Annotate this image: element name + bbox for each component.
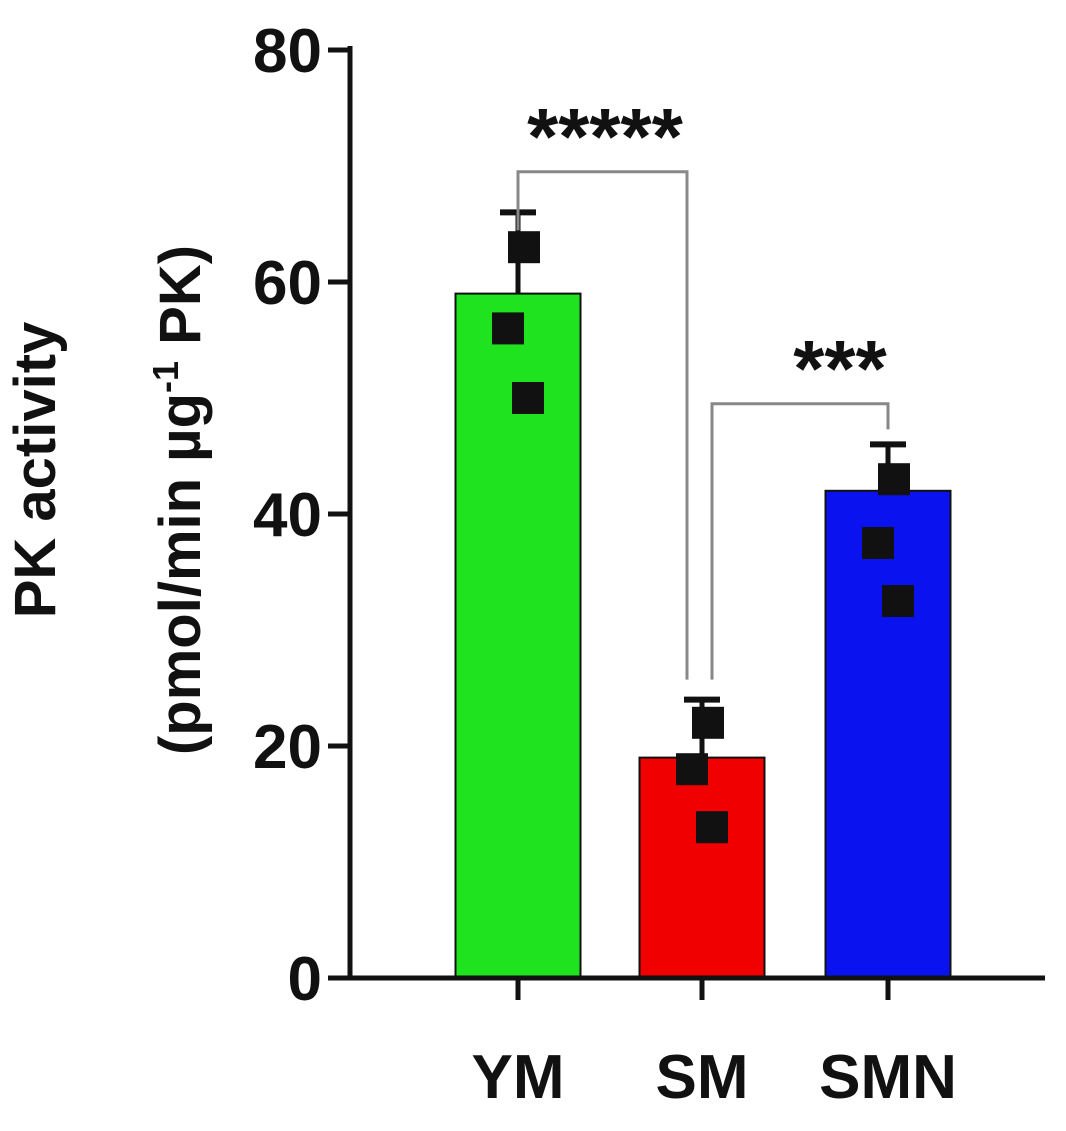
significance-bracket	[516, 170, 689, 680]
data-point-SM	[692, 706, 724, 739]
bar-SMN	[824, 489, 952, 979]
y-tick-label: 40	[253, 481, 322, 550]
y-tick-label: 0	[288, 945, 322, 1014]
y-tick-label: 20	[253, 713, 322, 782]
x-tick-label: SM	[656, 1043, 749, 1112]
y-tick-label: 60	[253, 249, 322, 318]
data-point-SMN	[862, 527, 894, 559]
significance-bracket	[710, 402, 890, 680]
data-point-YM	[492, 312, 524, 345]
significance-label: *****	[527, 92, 684, 181]
data-point-YM	[508, 231, 540, 264]
data-point-SM	[676, 753, 708, 786]
significance-label: ***	[793, 324, 887, 413]
x-tick-label: SMN	[819, 1043, 957, 1112]
y-axis-label-line2: (pmol/min µg-1 PK)	[145, 245, 213, 755]
data-point-SMN	[882, 585, 914, 617]
data-point-SM	[696, 811, 728, 844]
y-axis-label-line1: PK activity	[3, 322, 68, 619]
y-tick-label: 80	[253, 17, 322, 86]
data-point-YM	[512, 382, 544, 414]
data-point-SMN	[878, 463, 910, 496]
x-tick-label: YM	[472, 1043, 565, 1112]
bar-SM	[638, 756, 766, 979]
